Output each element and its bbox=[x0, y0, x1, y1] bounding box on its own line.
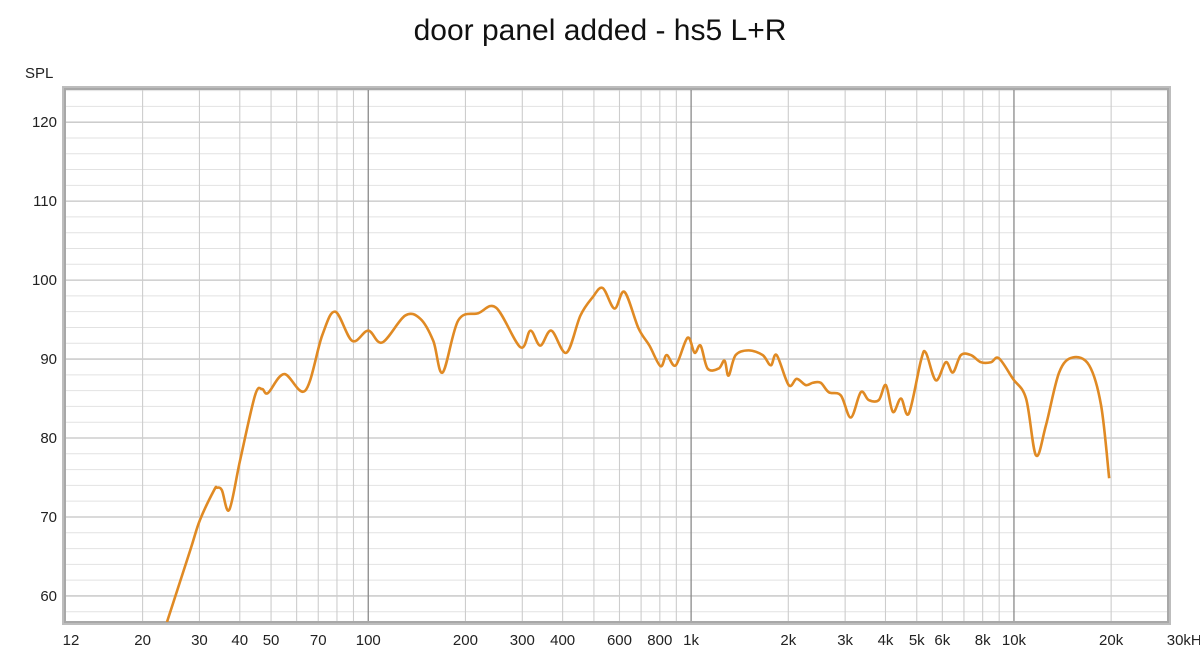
y-tick-label: 60 bbox=[40, 588, 57, 605]
x-tick-label: 30 bbox=[191, 632, 208, 649]
chart-title: door panel added - hs5 L+R bbox=[413, 14, 787, 47]
y-tick-label: 120 bbox=[32, 114, 57, 131]
y-tick-label: 90 bbox=[40, 351, 57, 368]
x-tick-label: 800 bbox=[647, 632, 672, 649]
y-tick-label: 80 bbox=[40, 430, 57, 447]
x-tick-label: 12 bbox=[63, 632, 80, 649]
x-tick-label: 6k bbox=[934, 632, 950, 649]
x-tick-label: 5k bbox=[909, 632, 925, 649]
x-tick-label: 8k bbox=[975, 632, 991, 649]
x-tick-label: 70 bbox=[310, 632, 327, 649]
x-tick-label: 600 bbox=[607, 632, 632, 649]
y-tick-label: 100 bbox=[32, 272, 57, 289]
y-axis-label: SPL bbox=[25, 65, 53, 82]
x-tick-label: 30kHz bbox=[1167, 632, 1200, 649]
x-tick-label: 4k bbox=[878, 632, 894, 649]
spl-series-line bbox=[165, 286, 1111, 622]
x-tick-label: 40 bbox=[231, 632, 248, 649]
x-tick-label: 3k bbox=[837, 632, 853, 649]
x-tick-label: 1k bbox=[683, 632, 699, 649]
plot-area bbox=[65, 89, 1168, 622]
x-tick-label: 10k bbox=[1002, 632, 1027, 649]
x-tick-label: 2k bbox=[780, 632, 796, 649]
x-tick-label: 20k bbox=[1099, 632, 1124, 649]
x-tick-label: 100 bbox=[356, 632, 381, 649]
x-tick-label: 50 bbox=[263, 632, 280, 649]
x-tick-label: 400 bbox=[550, 632, 575, 649]
y-tick-label: 110 bbox=[33, 193, 57, 210]
x-tick-label: 20 bbox=[134, 632, 151, 649]
y-tick-label: 70 bbox=[40, 509, 57, 526]
x-tick-label: 300 bbox=[510, 632, 535, 649]
plot-border bbox=[64, 88, 1169, 623]
x-tick-label: 200 bbox=[453, 632, 478, 649]
